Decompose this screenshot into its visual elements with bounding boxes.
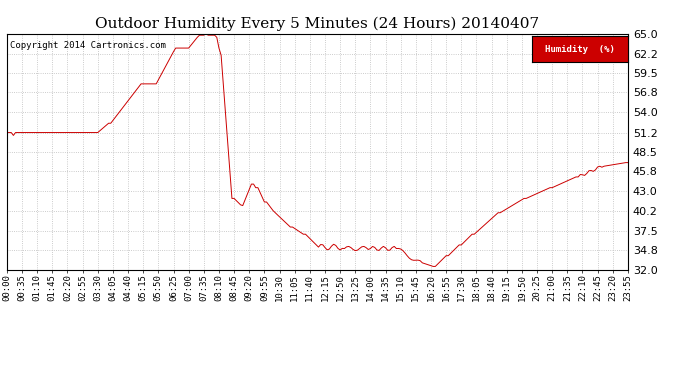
Text: Copyright 2014 Cartronics.com: Copyright 2014 Cartronics.com xyxy=(10,41,166,50)
Title: Outdoor Humidity Every 5 Minutes (24 Hours) 20140407: Outdoor Humidity Every 5 Minutes (24 Hou… xyxy=(95,17,540,31)
